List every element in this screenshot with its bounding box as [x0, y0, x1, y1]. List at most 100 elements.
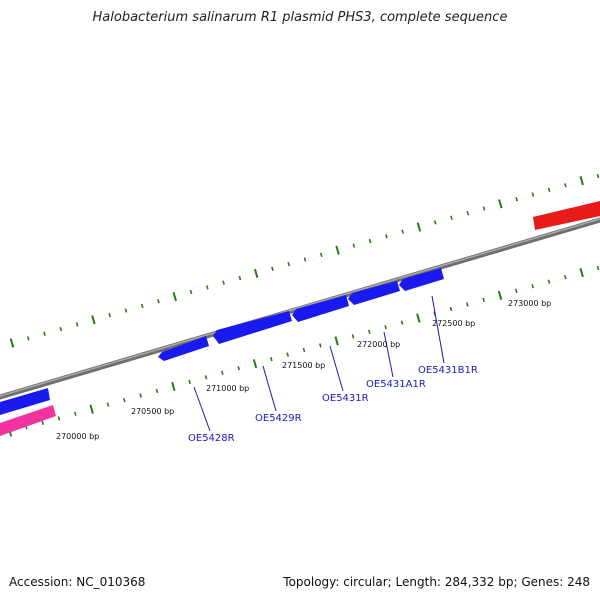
lower-tick-mark — [188, 379, 191, 385]
lower-tick-mark — [252, 359, 258, 369]
lower-tick-mark — [579, 267, 584, 278]
lower-tick-mark — [123, 397, 126, 403]
upper-tick-mark — [401, 229, 404, 234]
upper-tick-mark — [26, 336, 30, 341]
gene-forward-red[interactable] — [533, 201, 600, 230]
lower-tick-mark — [466, 302, 469, 307]
leader-oe5428r — [193, 386, 211, 432]
upper-tick-mark — [450, 215, 453, 220]
upper-tick-mark — [596, 173, 600, 179]
tick-label-270000: 270000 bp — [56, 432, 99, 441]
upper-tick-mark — [368, 238, 372, 244]
lower-tick-mark — [596, 265, 600, 271]
upper-tick-mark — [189, 289, 193, 295]
upper-tick-track — [9, 173, 600, 348]
upper-tick-mark — [172, 292, 177, 302]
upper-tick-mark — [531, 192, 535, 197]
tick-label-272500: 272500 bp — [432, 319, 475, 328]
tick-label-273000: 273000 bp — [508, 299, 551, 308]
lower-tick-mark — [270, 356, 273, 362]
leader-oe5431a1r — [383, 331, 394, 378]
map-title: Halobacterium salinarum R1 plasmid PHS3,… — [92, 10, 508, 25]
lower-tick-mark — [41, 420, 44, 426]
lower-tick-mark — [368, 329, 371, 334]
upper-tick-mark — [515, 197, 518, 202]
gene-oe5431r[interactable] — [292, 295, 349, 322]
upper-tick-mark — [91, 315, 96, 325]
upper-tick-mark — [335, 245, 340, 255]
upper-tick-mark — [157, 299, 160, 304]
gene-left-blue[interactable] — [0, 388, 50, 415]
lower-tick-mark — [547, 279, 551, 284]
lower-tick-mark — [400, 320, 404, 325]
lower-tick-mark — [497, 290, 503, 300]
leader-oe5431b1r — [431, 295, 445, 364]
gene-oe5429r[interactable] — [213, 311, 292, 344]
lower-tick-mark — [286, 352, 289, 357]
upper-tick-mark — [253, 268, 259, 279]
upper-tick-mark — [140, 303, 144, 309]
lower-tick-mark — [449, 306, 453, 312]
lower-tick-mark — [155, 388, 159, 394]
gene-label-oe5431b1r[interactable]: OE5431B1R — [418, 365, 478, 376]
lower-tick-mark — [416, 313, 421, 323]
leader-oe5429r — [262, 365, 277, 412]
upper-tick-mark — [385, 234, 388, 239]
summary-text: Topology: circular; Length: 284,332 bp; … — [283, 575, 590, 589]
upper-tick-mark — [108, 313, 111, 318]
tick-label-271000: 271000 bp — [206, 384, 249, 393]
gene-oe5431b1r[interactable] — [399, 268, 444, 291]
upper-tick-mark — [75, 322, 79, 327]
gene-oe5428r[interactable] — [158, 336, 209, 361]
lower-tick-mark — [221, 370, 224, 375]
upper-tick-mark — [271, 266, 274, 271]
upper-tick-mark — [59, 326, 63, 332]
upper-tick-mark — [466, 210, 470, 216]
lower-tick-mark — [531, 284, 534, 289]
upper-tick-mark — [482, 206, 486, 211]
gene-label-oe5429r[interactable]: OE5429R — [255, 413, 302, 424]
upper-tick-mark — [124, 308, 128, 313]
lower-tick-mark — [302, 347, 306, 353]
upper-tick-mark — [43, 331, 46, 336]
upper-tick-mark — [498, 199, 503, 209]
lower-tick-mark — [139, 393, 142, 398]
lower-tick-mark — [106, 402, 110, 407]
lower-tick-mark — [334, 336, 339, 346]
lower-tick-mark — [384, 325, 387, 330]
lower-tick-mark — [482, 297, 485, 303]
upper-tick-mark — [579, 176, 584, 186]
upper-tick-mark — [547, 187, 551, 193]
upper-tick-mark — [564, 183, 567, 188]
upper-tick-mark — [238, 275, 242, 281]
upper-tick-mark — [206, 285, 209, 290]
lower-tick-mark — [319, 343, 322, 348]
tick-label-270500: 270500 bp — [131, 407, 174, 416]
upper-tick-mark — [303, 257, 307, 262]
backbone-highlight — [0, 218, 600, 397]
lower-tick-mark — [237, 366, 240, 371]
gene-label-oe5431r[interactable]: OE5431R — [322, 393, 369, 404]
accession-text: Accession: NC_010368 — [9, 575, 146, 589]
gene-label-oe5428r[interactable]: OE5428R — [188, 433, 235, 444]
lower-tick-mark — [351, 334, 355, 339]
gene-oe5431a1r[interactable] — [348, 281, 400, 305]
upper-tick-mark — [319, 252, 323, 258]
lower-tick-mark — [171, 381, 176, 392]
tick-label-272000: 272000 bp — [357, 340, 400, 349]
tick-label-271500: 271500 bp — [282, 361, 325, 370]
upper-tick-mark — [222, 280, 225, 285]
lower-tick-mark — [564, 274, 567, 280]
upper-tick-mark — [352, 243, 356, 248]
gene-label-oe5431a1r[interactable]: OE5431A1R — [366, 379, 426, 390]
lower-tick-track — [7, 265, 600, 437]
lower-tick-mark — [515, 288, 518, 293]
upper-tick-mark — [287, 261, 291, 267]
lower-tick-mark — [204, 375, 208, 380]
lower-tick-mark — [57, 416, 61, 421]
gene-left-pink[interactable] — [0, 405, 56, 436]
upper-tick-mark — [433, 220, 437, 225]
upper-tick-mark — [9, 338, 15, 348]
upper-tick-mark — [416, 222, 422, 232]
